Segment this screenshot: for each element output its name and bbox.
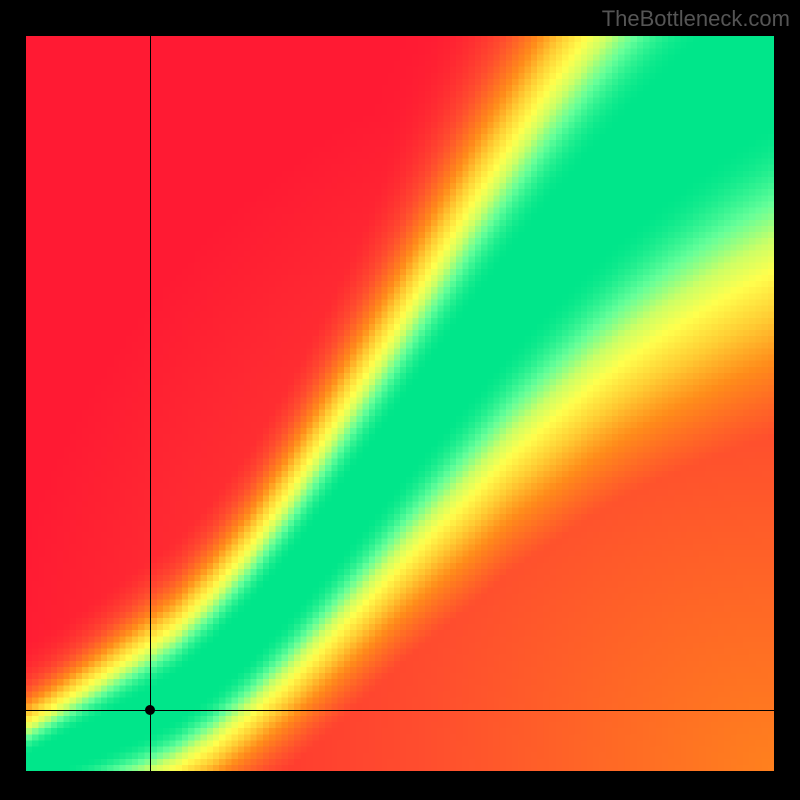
crosshair-vertical: [150, 36, 151, 771]
heatmap-canvas: [26, 36, 774, 771]
heatmap-plot: [26, 36, 774, 771]
crosshair-marker: [145, 705, 155, 715]
crosshair-horizontal: [26, 710, 774, 711]
watermark-text: TheBottleneck.com: [602, 6, 790, 32]
